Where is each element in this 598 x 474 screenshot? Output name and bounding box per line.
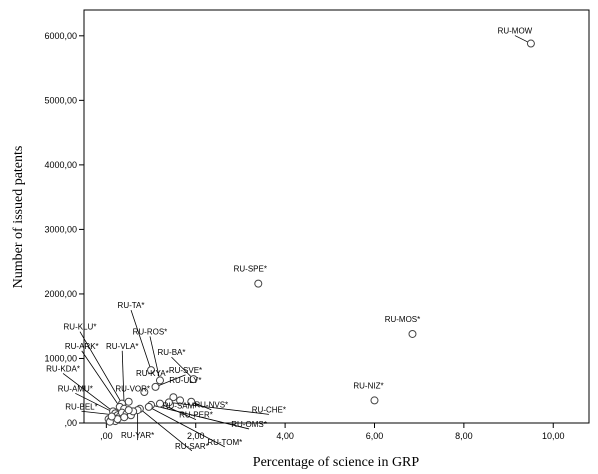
x-axis-title: Percentage of science in GRP <box>253 455 420 470</box>
x-axis-ticks: ,00 2,00 4,00 6,00 8,00 10,00 <box>100 423 565 441</box>
leader-line <box>168 401 269 415</box>
data-point <box>144 402 153 411</box>
x-tick-label: ,00 <box>100 431 113 441</box>
data-point <box>176 396 185 405</box>
point-label: RU-MOW <box>498 27 533 36</box>
data-point <box>526 39 535 48</box>
leader-line <box>155 374 186 388</box>
data-point <box>408 329 417 338</box>
data-point <box>155 399 164 408</box>
point-label: RU-CHE* <box>252 405 286 414</box>
point-label: RU-ROS* <box>133 327 168 336</box>
data-point <box>254 279 263 288</box>
y-tick-label: 1000,00 <box>44 353 77 363</box>
point-label: RU-PER* <box>179 411 213 420</box>
plot-area <box>83 9 590 424</box>
point-label: RU-VLA* <box>106 342 138 351</box>
leader-line <box>149 336 161 381</box>
point-label: RU-KLU* <box>64 323 97 332</box>
leader-line <box>150 404 250 430</box>
leader-lines <box>62 35 532 452</box>
point-label: RU-OMS* <box>231 420 267 429</box>
data-points <box>104 39 535 426</box>
x-tick-label: 8,00 <box>455 431 473 441</box>
point-label: RU-VOR* <box>115 385 150 394</box>
point-label: RU-KYA* <box>136 369 169 378</box>
data-point <box>120 413 129 422</box>
y-tick-label: 5000,00 <box>44 95 77 105</box>
leader-line <box>62 373 114 412</box>
leader-line <box>139 408 193 452</box>
leader-line <box>75 392 116 414</box>
data-point <box>155 376 164 385</box>
data-point <box>107 412 116 421</box>
data-point <box>164 398 173 407</box>
point-label: RU-NVS* <box>194 401 228 410</box>
point-label: RU-SAR* <box>175 442 209 451</box>
point-label: RU-TA* <box>118 301 145 310</box>
point-label: RU-BA* <box>157 348 185 357</box>
point-label: RU-BEL* <box>65 402 97 411</box>
y-tick-label: ,00 <box>64 418 77 428</box>
y-tick-label: 6000,00 <box>44 31 77 41</box>
point-label: RU-ARK* <box>65 342 99 351</box>
data-point <box>124 397 133 406</box>
leader-line <box>79 331 123 404</box>
y-axis-ticks: ,00 1000,00 2000,00 3000,00 4000,00 5000,00 60… <box>44 31 84 428</box>
point-label: RU-MOS* <box>385 315 421 324</box>
data-point <box>151 382 160 391</box>
leader-line <box>148 406 225 448</box>
data-point <box>189 375 198 384</box>
point-label: RU-SPE* <box>234 265 267 274</box>
leader-line <box>130 309 152 371</box>
data-point <box>187 397 196 406</box>
point-label: RU-ULY* <box>169 376 201 385</box>
y-tick-label: 3000,00 <box>44 224 77 234</box>
point-label: RU-SAM* <box>163 401 198 410</box>
x-tick-label: 4,00 <box>276 431 294 441</box>
x-tick-label: 10,00 <box>542 431 565 441</box>
point-labels: RU-MOW RU-SPE* RU-MOS* RU-NIZ* RU-TA* RU-ROS*… <box>46 27 533 451</box>
y-tick-label: 2000,00 <box>44 289 77 299</box>
point-label: RU-NIZ* <box>353 381 383 390</box>
y-axis-title: Number of issued patents <box>11 146 26 289</box>
point-label: RU-AMU* <box>58 384 93 393</box>
data-point <box>147 366 156 375</box>
x-tick-label: 2,00 <box>187 431 205 441</box>
point-label: RU-KDA* <box>46 364 80 373</box>
leader-line <box>121 350 125 409</box>
leader-line <box>81 350 121 408</box>
x-tick-label: 6,00 <box>366 431 384 441</box>
point-label: RU-TOM* <box>207 438 242 447</box>
data-point <box>140 388 149 397</box>
point-label: RU-SVE* <box>169 366 202 375</box>
data-point <box>370 396 379 405</box>
data-point <box>124 406 133 415</box>
y-tick-label: 4000,00 <box>44 160 77 170</box>
point-label: RU-YAR* <box>121 431 154 440</box>
data-point <box>169 393 178 402</box>
leader-line <box>171 356 194 380</box>
